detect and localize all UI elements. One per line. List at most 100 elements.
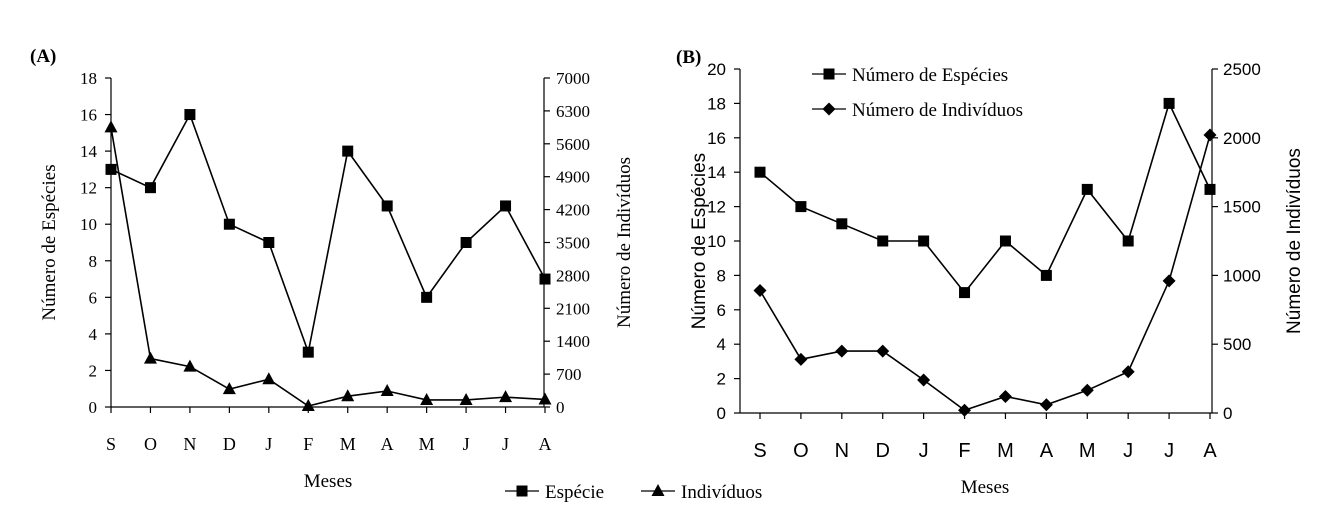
x-tick-label: M: [340, 434, 356, 454]
x-tick-label: F: [303, 434, 313, 454]
y-tick-label: 12: [80, 179, 97, 198]
data-point-triangle: [499, 390, 513, 403]
data-point-square: [184, 109, 196, 121]
x-tick-label: A: [539, 434, 552, 454]
y2-tick-label: 0: [1223, 404, 1232, 423]
data-point-triangle: [380, 384, 394, 397]
y2-tick-label: 4200: [556, 201, 590, 220]
data-point-square: [223, 218, 235, 230]
x-tick-label: A: [381, 434, 394, 454]
data-point-square: [1163, 97, 1175, 109]
data-point-triangle: [538, 392, 552, 405]
x-tick-label: A: [1203, 440, 1217, 462]
data-point-square: [999, 235, 1011, 247]
legend-marker-square: [516, 485, 528, 497]
data-point-triangle: [104, 120, 118, 133]
data-point-square: [302, 346, 314, 358]
x-tick-label: M: [419, 434, 435, 454]
data-point-triangle: [143, 351, 157, 364]
x-tick-label: J: [919, 440, 929, 462]
x-tick-label: O: [793, 440, 809, 462]
data-point-diamond: [753, 284, 767, 298]
y-tick-label: 2: [89, 361, 98, 380]
y-tick-label: 0: [717, 404, 726, 423]
y2-tick-label: 700: [556, 365, 582, 384]
y2-tick-label: 2500: [1223, 60, 1261, 79]
data-point-square: [421, 291, 433, 303]
data-point-square: [959, 287, 971, 299]
x-tick-label: S: [106, 434, 116, 454]
y2-tick-label: 2000: [1223, 129, 1261, 148]
data-point-diamond: [876, 344, 890, 358]
x-tick-label: M: [1079, 440, 1096, 462]
y2-tick-label: 6300: [556, 102, 590, 121]
series-diamond: [753, 128, 1217, 417]
data-point-diamond: [1121, 365, 1135, 379]
y-tick-label: 4: [717, 335, 726, 354]
x-tick-label: D: [876, 440, 890, 462]
legend-label: Indivíduos: [681, 482, 762, 503]
x-tick-label: O: [144, 434, 157, 454]
y-tick-label: 18: [80, 69, 97, 88]
y-axis-title: Número de Espécies: [689, 153, 710, 329]
y2-tick-label: 1000: [1223, 266, 1261, 285]
legend-marker-square: [823, 68, 835, 80]
y-tick-label: 10: [80, 215, 97, 234]
y-tick-label: 6: [717, 301, 726, 320]
x-tick-label: J: [463, 434, 470, 454]
data-point-square: [877, 235, 889, 247]
data-point-diamond: [1080, 383, 1094, 397]
y2-tick-label: 1500: [1223, 198, 1261, 217]
data-point-triangle: [301, 399, 315, 412]
data-point-square: [500, 200, 512, 212]
y2-tick-label: 7000: [556, 69, 590, 88]
data-point-diamond: [794, 352, 808, 366]
data-point-diamond: [1039, 398, 1053, 412]
y-tick-label: 8: [717, 266, 726, 285]
x-tick-label: F: [958, 440, 970, 462]
data-point-triangle: [183, 359, 197, 372]
y-tick-label: 16: [80, 106, 97, 125]
y-tick-label: 12: [707, 198, 726, 217]
y2-tick-label: 5600: [556, 135, 590, 154]
series-square: [105, 109, 551, 358]
data-point-triangle: [262, 372, 276, 385]
y-tick-label: 20: [707, 60, 726, 79]
legend-marker-triangle: [651, 484, 665, 496]
y2-tick-label: 3500: [556, 234, 590, 253]
data-point-diamond: [958, 403, 972, 417]
data-point-square: [1122, 235, 1134, 247]
x-tick-label: D: [223, 434, 236, 454]
legend-marker-diamond: [822, 102, 836, 116]
data-point-square: [1040, 269, 1052, 281]
series-triangle: [104, 120, 552, 412]
data-point-triangle: [459, 392, 473, 405]
legend-label: Número de Espécies: [852, 65, 1008, 86]
data-point-triangle: [420, 392, 434, 405]
data-point-diamond: [1162, 274, 1176, 288]
data-point-square: [105, 163, 117, 175]
y-tick-label: 0: [89, 398, 98, 417]
y-tick-label: 16: [707, 129, 726, 148]
series-line: [110, 127, 546, 407]
data-point-diamond: [835, 344, 849, 358]
series-line: [110, 112, 546, 356]
y-tick-label: 6: [89, 288, 98, 307]
y2-tick-label: 1400: [556, 332, 590, 351]
data-point-diamond: [998, 389, 1012, 403]
x-tick-label: J: [1123, 440, 1133, 462]
y-tick-label: 4: [89, 325, 98, 344]
x-tick-label: J: [1164, 440, 1174, 462]
x-tick-label: N: [835, 440, 849, 462]
x-tick-label: J: [502, 434, 509, 454]
y2-axis-title: Número de Indivíduos: [614, 157, 635, 328]
x-tick-label: A: [1040, 440, 1054, 462]
panel-label: (A): [30, 46, 56, 67]
data-point-square: [460, 237, 472, 248]
legend: Número de Espécies Número de Indivíduos: [812, 65, 1023, 121]
y2-tick-label: 500: [1223, 335, 1251, 354]
y2-tick-label: 2100: [556, 299, 590, 318]
x-tick-label: S: [753, 440, 766, 462]
series-line: [759, 101, 1211, 294]
